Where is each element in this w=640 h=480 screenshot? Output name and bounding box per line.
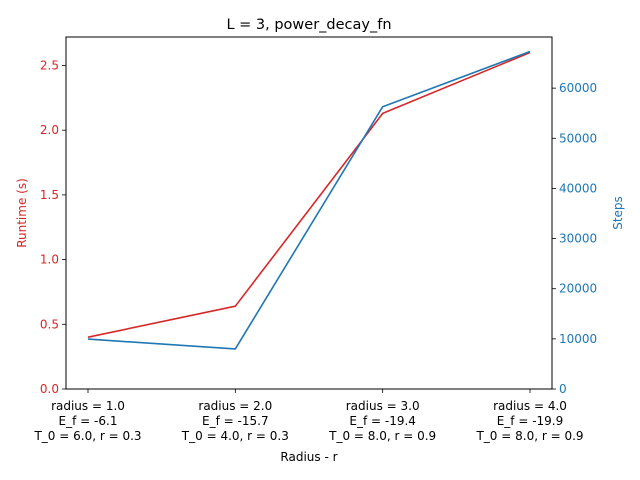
right-y-tick-label: 20000 bbox=[559, 282, 597, 296]
right-y-tick-label: 0 bbox=[559, 382, 567, 396]
x-tick-label: radius = 2.0 E_f = -15.7 T_0 = 4.0, r = 0.… bbox=[181, 399, 289, 443]
left-y-tick-label: 2.0 bbox=[40, 123, 59, 137]
right-y-axis-label: Steps bbox=[611, 196, 625, 230]
x-tick-label: radius = 1.0 E_f = -6.1 T_0 = 6.0, r = 0.3 bbox=[33, 399, 141, 443]
x-axis: radius = 1.0 E_f = -6.1 T_0 = 6.0, r = 0.3… bbox=[33, 389, 584, 443]
right-y-axis: 0 10000 20000 30000 40000 50000 60000 bbox=[552, 81, 597, 396]
x-tick-label: radius = 4.0 E_f = -19.9 T_0 = 8.0, r = 0.… bbox=[475, 399, 583, 443]
right-y-tick-label: 60000 bbox=[559, 81, 597, 95]
left-y-tick-label: 2.5 bbox=[40, 58, 59, 72]
x-tick-label-line: radius = 4.0 bbox=[493, 399, 567, 413]
right-y-tick-label: 50000 bbox=[559, 131, 597, 145]
chart-title: L = 3, power_decay_fn bbox=[226, 17, 391, 33]
series-lines bbox=[87, 50, 531, 350]
x-tick-label-line: E_f = -19.9 bbox=[497, 414, 564, 428]
right-y-tick-label: 30000 bbox=[559, 232, 597, 246]
x-tick-label-line: T_0 = 8.0, r = 0.9 bbox=[475, 429, 583, 443]
right-y-tick-label: 10000 bbox=[559, 332, 597, 346]
x-tick-label-line: E_f = -15.7 bbox=[202, 414, 269, 428]
left-y-tick-label: 1.5 bbox=[40, 188, 59, 202]
x-axis-label: Radius - r bbox=[280, 450, 337, 464]
left-y-axis: 0.0 0.5 1.0 1.5 2.0 2.5 bbox=[40, 58, 66, 396]
x-tick-label-line: radius = 1.0 bbox=[51, 399, 125, 413]
x-tick-label-line: radius = 3.0 bbox=[346, 399, 420, 413]
steps-series-line bbox=[87, 50, 531, 350]
left-y-tick-label: 0.0 bbox=[40, 382, 59, 396]
left-y-axis-label: Runtime (s) bbox=[15, 178, 29, 248]
plot-area bbox=[66, 37, 552, 389]
right-y-tick-label: 40000 bbox=[559, 181, 597, 195]
left-y-tick-label: 1.0 bbox=[40, 253, 59, 267]
x-tick-label-line: E_f = -6.1 bbox=[59, 414, 118, 428]
plot-frame bbox=[65, 36, 553, 390]
x-tick-label-line: radius = 2.0 bbox=[198, 399, 272, 413]
left-y-tick-label: 0.5 bbox=[40, 317, 59, 331]
x-tick-label-line: E_f = -19.4 bbox=[349, 414, 416, 428]
x-tick-label-line: T_0 = 4.0, r = 0.3 bbox=[181, 429, 289, 443]
runtime-series-line bbox=[87, 51, 531, 338]
x-tick-label-line: T_0 = 8.0, r = 0.9 bbox=[328, 429, 436, 443]
x-tick-label-line: T_0 = 6.0, r = 0.3 bbox=[33, 429, 141, 443]
x-tick-label: radius = 3.0 E_f = -19.4 T_0 = 8.0, r = 0.… bbox=[328, 399, 436, 443]
